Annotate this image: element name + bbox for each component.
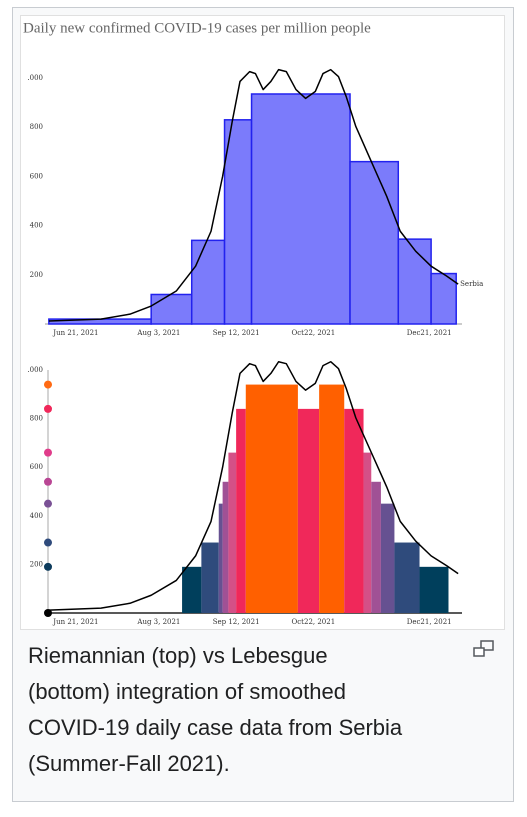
enlarge-icon[interactable] bbox=[472, 639, 496, 659]
bar bbox=[344, 408, 364, 613]
level-dot bbox=[44, 538, 52, 547]
y-tick-label: 600 bbox=[30, 172, 43, 180]
caption-line: Riemannian (top) vs Lebesgue bbox=[28, 643, 328, 668]
bar bbox=[222, 481, 229, 613]
bar bbox=[150, 293, 193, 325]
x-tick-label: Jun 21, 2021 bbox=[52, 618, 98, 626]
bar bbox=[218, 503, 223, 613]
icon-square bbox=[480, 640, 494, 651]
bar bbox=[349, 160, 400, 325]
curve bbox=[48, 360, 459, 611]
bar bbox=[430, 272, 457, 325]
caption-line: COVID-19 daily case data from Serbia bbox=[28, 715, 403, 740]
caption-line: (bottom) integration of smoothed bbox=[28, 679, 346, 704]
level-dot bbox=[44, 448, 52, 457]
y-tick-label: 800 bbox=[30, 415, 43, 423]
bar bbox=[236, 408, 246, 613]
caption: Riemannian (top) vs Lebesgue (bottom) int… bbox=[28, 638, 498, 782]
y-tick-label: 400 bbox=[30, 222, 43, 230]
x-tick-label: Aug 3, 2021 bbox=[136, 618, 180, 626]
level-dot bbox=[44, 609, 52, 617]
bar bbox=[245, 384, 298, 613]
bar bbox=[419, 566, 449, 613]
level-dot bbox=[44, 404, 52, 413]
level-dot bbox=[44, 380, 52, 389]
icon-square bbox=[473, 647, 485, 657]
x-tick-label: Aug 3, 2021 bbox=[136, 329, 180, 337]
bar bbox=[397, 238, 432, 325]
y-tick-label: 400 bbox=[30, 512, 43, 520]
bar bbox=[371, 481, 381, 613]
curve bbox=[48, 68, 459, 322]
x-tick-label: Sep 12, 2021 bbox=[213, 618, 260, 626]
x-tick-label: Oct22, 2021 bbox=[292, 618, 336, 626]
bar bbox=[380, 503, 395, 613]
bar bbox=[250, 93, 351, 325]
bar bbox=[223, 119, 253, 325]
bar bbox=[394, 542, 420, 613]
caption-line: (Summer-Fall 2021). bbox=[28, 751, 230, 776]
x-tick-label: Dec21, 2021 bbox=[407, 329, 452, 337]
x-tick-label: Sep 12, 2021 bbox=[213, 329, 260, 337]
bar bbox=[297, 408, 320, 613]
bar bbox=[228, 452, 237, 613]
bar bbox=[190, 239, 226, 325]
level-dot bbox=[44, 499, 52, 508]
bar bbox=[182, 566, 202, 613]
bar bbox=[363, 452, 372, 613]
bar bbox=[319, 384, 345, 613]
level-dot bbox=[44, 562, 52, 571]
x-tick-label: Dec21, 2021 bbox=[407, 618, 452, 626]
x-tick-label: Jun 21, 2021 bbox=[52, 329, 98, 337]
x-tick-label: Oct22, 2021 bbox=[292, 329, 336, 337]
y-tick-label: .000 bbox=[27, 366, 43, 374]
chart-title: Daily new confirmed COVID-19 cases per m… bbox=[23, 20, 371, 36]
y-tick-label: .000 bbox=[27, 74, 43, 82]
y-tick-label: 200 bbox=[30, 560, 43, 568]
level-dot bbox=[44, 477, 52, 486]
bar bbox=[201, 542, 219, 613]
annotation: Serbia bbox=[460, 280, 483, 288]
y-tick-label: 600 bbox=[30, 463, 43, 471]
y-tick-label: 200 bbox=[30, 271, 43, 279]
chart-image: Daily new confirmed COVID-19 cases per m… bbox=[20, 15, 505, 630]
y-tick-label: 800 bbox=[30, 123, 43, 131]
